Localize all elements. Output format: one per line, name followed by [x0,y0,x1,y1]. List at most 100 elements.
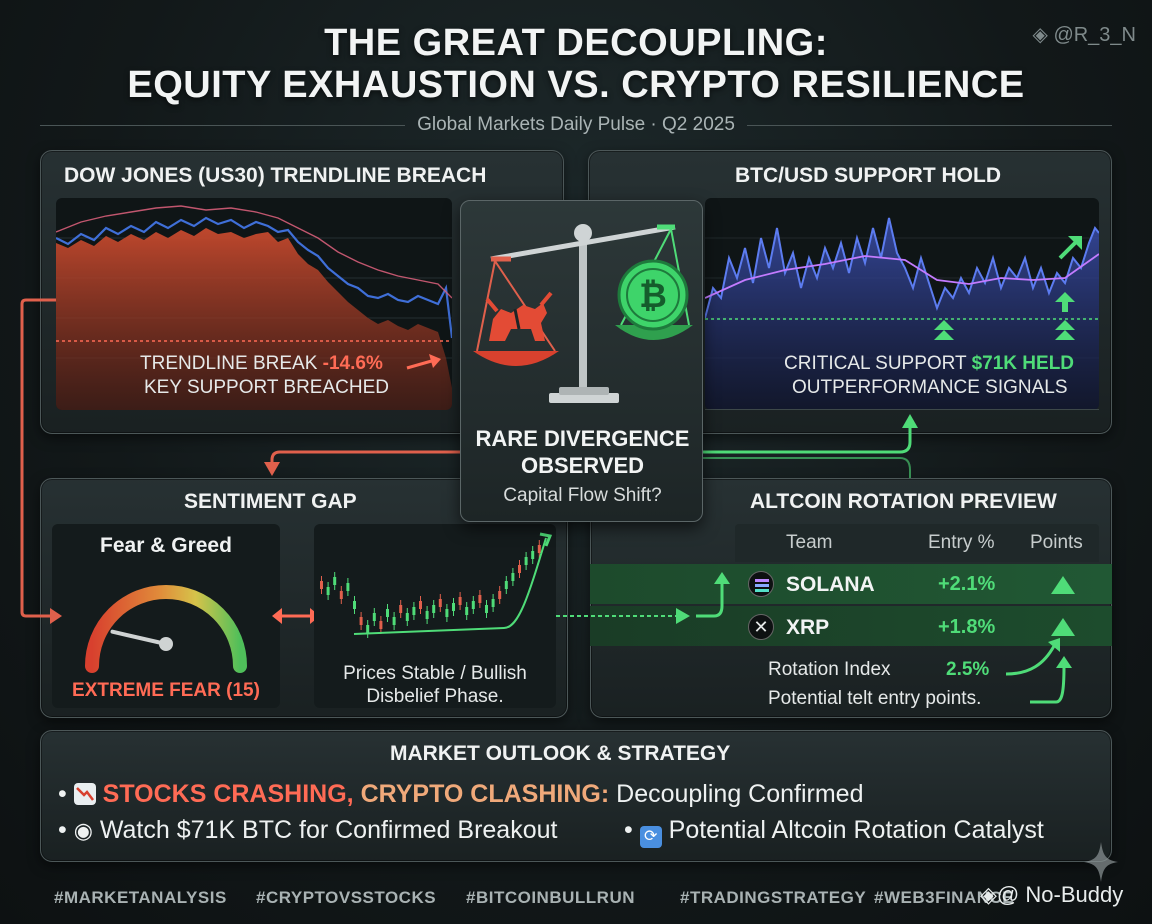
hashtag-1[interactable]: #MARKETANALYSIS [54,888,227,907]
candle-body [379,621,383,629]
sparkle-icon [1084,842,1118,882]
dow-chart-svg [56,205,452,410]
entry-xrp: +1.8% [938,616,996,638]
hashtag-3[interactable]: #BITCOINBULLRUN [466,888,635,907]
btc-breakout-arrow-icon [1058,236,1082,260]
candle-body [419,601,422,609]
btc-caption-value: $71K HELD [971,353,1075,374]
btc-caption-prefix: CRITICAL SUPPORT [784,353,967,374]
candle-body [491,599,495,607]
candle-body [320,581,323,589]
divergence-sub: Capital Flow Shift? [503,485,662,506]
points-up-xrp-icon [1051,618,1075,636]
mini-trend-line [353,537,547,635]
candle-body [392,617,396,625]
candle-body [386,609,389,617]
subtitle: Global Markets Daily Pulse · Q2 2025 [417,114,735,135]
scale-balance-icon: ₿ [473,224,693,403]
outlook-bullet-1: • STOCKS CRASHING, CRYPTO CLASHING: Deco… [58,780,864,808]
btc-caption-line1: CRITICAL SUPPORT $71K HELD [784,353,1074,375]
footer-watermark: ◈@ No-Buddy [980,882,1123,908]
rotation-arrows-icon [1005,638,1072,704]
btc-caption-line2: OUTPERFORMANCE SIGNALS [792,377,1068,398]
col-team: Team [786,532,833,553]
candle-body [465,607,469,615]
candle-body [412,607,416,615]
mini-caption-line2: Disbelief Phase. [366,686,504,707]
hashtag-4[interactable]: #TRADINGSTRATEGY [680,888,867,907]
btc-chart [705,198,1099,410]
mini-caption-line1: Prices Stable / Bullish [343,663,527,684]
divergence-title: RARE DIVERGENCE OBSERVED [461,425,704,479]
footer-watermark-text: @ No-Buddy [996,882,1124,907]
divergence-card: ₿ RARE DIVERGENCE OBSERVED Capital Flow … [460,200,703,522]
btc-chart-svg [705,217,1099,410]
dow-price-line [56,216,452,339]
candles [320,540,541,638]
mini-price-chart: Prices Stable / Bullish Disbelief Phase. [314,524,556,708]
outlook-orange-text: CRYPTO CLASHING: [360,780,610,808]
candle-body [353,601,356,609]
candle-body [537,545,541,553]
double-arrow-icon [272,608,320,624]
candle-body [531,551,535,559]
candle-body [333,577,337,585]
outlook-bullet-3-text: Potential Altcoin Rotation Catalyst [668,816,1044,844]
outlook-panel [40,730,1112,862]
sentiment-panel-title: SENTIMENT GAP [184,490,357,513]
solana-icon [748,571,774,597]
outlook-red-text: STOCKS CRASHING, [102,780,354,808]
table-row-solana[interactable] [590,564,1112,604]
candle-body [452,603,455,611]
candle-body [471,601,475,609]
coin-name-solana: SOLANA [786,573,875,596]
rotation-label: Rotation Index [768,659,891,680]
candle-body [511,573,515,581]
top-watermark: ◈ @R_3_N [1032,22,1136,47]
candle-body [359,617,363,625]
gauge-needle [110,629,168,646]
candle-body [438,599,442,607]
chart-down-icon [73,783,96,805]
dow-panel-title: DOW JONES (US30) TRENDLINE BREACH [64,164,487,187]
candle-body [339,591,343,599]
rotation-value: 2.5% [946,659,990,680]
hashtag-5[interactable]: #WEB3FINANCE [874,888,1015,907]
hashtag-2[interactable]: #CRYPTOVSSTOCKS [256,888,437,907]
candle-body [524,557,528,565]
fear-greed-box: Fear & Greed EXTREME FEAR (15) [52,524,280,708]
eye-icon: ◉ [73,818,93,843]
divergence-title-line1: RARE DIVERGENCE [475,426,690,451]
dow-caption-line2: KEY SUPPORT BREACHED [144,377,389,398]
outlook-bullet-2: • ◉ Watch $71K BTC for Confirmed Breakou… [58,816,558,844]
subtitle-row: Global Markets Daily Pulse · Q2 2025 [40,112,1112,138]
fear-greed-gauge [85,585,247,673]
page-title-line2: EQUITY EXHAUSTION VS. CRYPTO RESILIENCE [127,64,1025,106]
candle-body [445,609,449,617]
svg-text:₿: ₿ [639,277,667,315]
candle-body [504,581,508,589]
candle-body [399,605,403,613]
dow-caption-prefix: TRENDLINE BREAK [140,353,318,374]
col-entry: Entry % [928,532,995,553]
outlook-bullet-3: • ⟳ Potential Altcoin Rotation Catalyst [624,816,1044,848]
dow-area [56,228,452,410]
diamond-icon: ◈ [1032,24,1048,46]
table-header [735,524,1099,562]
candle-body [432,605,436,613]
top-watermark-text: @R_3_N [1053,24,1136,46]
gauge-label: EXTREME FEAR (15) [72,680,260,701]
col-points: Points [1030,532,1083,553]
candle-body [405,613,409,621]
candle-body [518,565,521,573]
candle-body [458,597,462,605]
candle-body [366,625,370,633]
dow-arrow-icon [406,354,441,370]
dow-chart [56,198,452,410]
bitcoin-icon: ₿ [617,259,689,331]
dow-pink-line [56,205,452,299]
candle-body [478,595,482,603]
dow-caption-value: -14.6% [322,353,383,374]
rotation-note: Potential telt entry points. [768,688,982,709]
candle-body [485,605,488,613]
